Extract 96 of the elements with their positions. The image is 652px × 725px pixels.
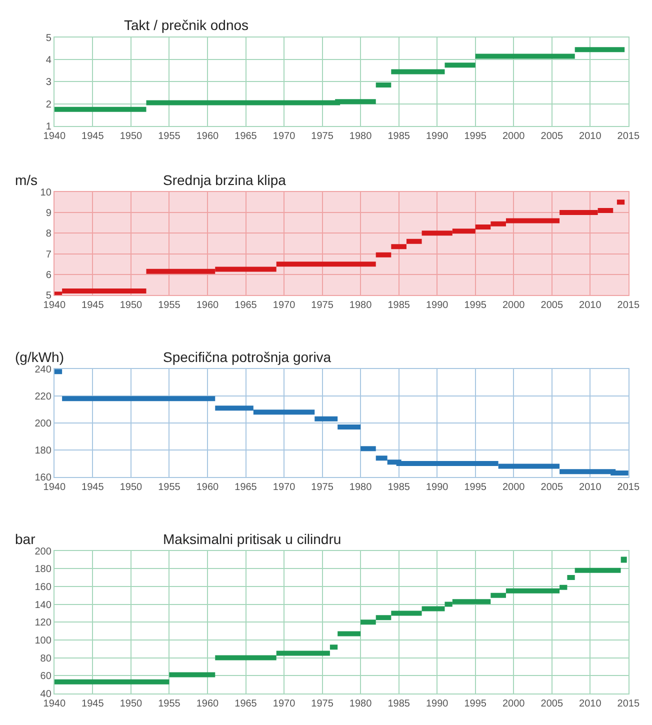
x-tick-label: 1995 <box>464 300 487 312</box>
y-tick-label: 160 <box>34 582 52 593</box>
x-tick-label: 2000 <box>502 482 526 494</box>
chart-title: Srednja brzina klipa <box>163 172 286 188</box>
y-tick-label: 2 <box>46 99 52 110</box>
y-tick-label: 240 <box>34 364 52 376</box>
x-tick-label: 1960 <box>196 482 220 494</box>
x-tick-label: 1995 <box>464 130 487 142</box>
y-tick-label: 1 <box>46 121 52 132</box>
x-tick-label: 2005 <box>540 698 564 710</box>
x-tick-label: 2015 <box>617 482 640 494</box>
y-tick-label: 9 <box>46 208 52 220</box>
x-tick-label: 1945 <box>82 482 104 494</box>
x-tick-label: 1970 <box>272 130 296 142</box>
x-tick-label: 1940 <box>43 300 66 312</box>
x-tick-label: 1940 <box>43 482 66 494</box>
x-tick-label: 2000 <box>502 698 526 710</box>
x-tick-label: 1955 <box>158 698 181 710</box>
x-tick-label: 2015 <box>617 130 640 142</box>
y-tick-label: 6 <box>46 270 52 281</box>
x-tick-label: 1975 <box>311 482 334 494</box>
x-tick-label: 1945 <box>82 698 104 710</box>
x-tick-label: 2005 <box>540 300 564 312</box>
x-tick-label: 1995 <box>464 482 487 494</box>
x-tick-label: 1970 <box>272 698 296 710</box>
y-tick-label: 180 <box>34 564 52 576</box>
chart-title: Specifična potrošnja goriva <box>163 349 332 365</box>
x-tick-label: 1985 <box>388 130 410 142</box>
chart-title: Maksimalni pritisak u cilindru <box>163 531 342 547</box>
y-tick-label: 200 <box>34 418 52 430</box>
x-tick-label: 1970 <box>272 482 296 494</box>
x-tick-label: 2010 <box>579 130 602 142</box>
x-tick-label: 1945 <box>82 130 104 142</box>
x-tick-label: 2015 <box>617 698 640 710</box>
x-tick-label: 1965 <box>234 482 258 494</box>
y-tick-label: 140 <box>34 600 52 611</box>
y-tick-label: 160 <box>34 472 52 484</box>
x-tick-label: 1965 <box>234 130 258 142</box>
y-tick-label: 4 <box>46 55 52 66</box>
x-tick-label: 1940 <box>43 698 66 710</box>
x-tick-label: 2015 <box>617 300 640 312</box>
y-tick-label: 100 <box>34 635 52 646</box>
x-tick-label: 1990 <box>426 130 449 142</box>
y-tick-label: 120 <box>34 618 52 629</box>
x-tick-label: 1985 <box>388 698 410 710</box>
x-tick-label: 1950 <box>120 698 142 710</box>
x-tick-label: 2005 <box>540 482 564 494</box>
x-tick-label: 1950 <box>120 130 142 142</box>
y-tick-label: 10 <box>40 187 52 198</box>
y-tick-label: 180 <box>34 446 52 457</box>
x-tick-label: 1960 <box>196 300 220 312</box>
x-tick-label: 1955 <box>158 300 181 312</box>
x-tick-label: 1950 <box>120 482 142 494</box>
y-tick-label: 7 <box>46 249 52 260</box>
y-tick-label: 80 <box>40 653 52 664</box>
x-tick-label: 1960 <box>196 130 220 142</box>
chart-title: Takt / prečnik odnos <box>124 17 249 33</box>
x-tick-label: 1960 <box>196 698 220 710</box>
x-tick-label: 2010 <box>579 300 602 312</box>
y-axis-title: bar <box>15 531 36 547</box>
x-tick-label: 1965 <box>234 300 258 312</box>
x-tick-label: 2000 <box>502 130 526 142</box>
x-tick-label: 1980 <box>349 300 372 312</box>
x-tick-label: 1980 <box>349 482 372 494</box>
y-tick-label: 5 <box>46 290 52 302</box>
y-tick-label: 40 <box>40 688 52 700</box>
y-tick-label: 8 <box>46 228 52 240</box>
x-tick-label: 1975 <box>311 130 334 142</box>
x-tick-label: 1990 <box>426 698 449 710</box>
x-tick-label: 1990 <box>426 300 449 312</box>
x-tick-label: 2010 <box>579 698 602 710</box>
x-tick-label: 1940 <box>43 130 66 142</box>
y-axis-title: (g/kWh) <box>15 349 64 365</box>
x-tick-label: 1975 <box>311 698 334 710</box>
y-tick-label: 60 <box>40 671 52 682</box>
x-tick-label: 1950 <box>120 300 142 312</box>
y-tick-label: 5 <box>46 32 52 44</box>
x-tick-label: 1980 <box>349 698 372 710</box>
x-tick-label: 2000 <box>502 300 526 312</box>
y-axis-title: m/s <box>15 172 38 188</box>
x-tick-label: 1970 <box>272 300 296 312</box>
x-tick-label: 2005 <box>540 130 564 142</box>
x-tick-label: 1985 <box>388 300 410 312</box>
y-tick-label: 200 <box>34 546 52 558</box>
x-tick-label: 1975 <box>311 300 334 312</box>
y-tick-label: 220 <box>34 391 52 402</box>
x-tick-label: 1955 <box>158 130 181 142</box>
y-tick-label: 3 <box>46 77 52 88</box>
x-tick-label: 1980 <box>349 130 372 142</box>
x-tick-label: 1990 <box>426 482 449 494</box>
x-tick-label: 1955 <box>158 482 181 494</box>
x-tick-label: 1995 <box>464 698 487 710</box>
x-tick-label: 1965 <box>234 698 258 710</box>
x-tick-label: 1985 <box>388 482 410 494</box>
x-tick-label: 2010 <box>579 482 602 494</box>
x-tick-label: 1945 <box>82 300 104 312</box>
